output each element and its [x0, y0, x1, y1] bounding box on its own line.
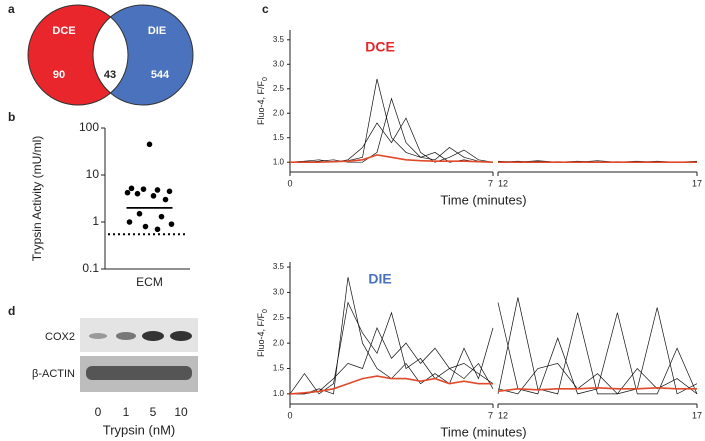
- y-tick-label: 3.0: [273, 288, 285, 297]
- x-tick-label: 12: [498, 410, 508, 420]
- x-tick-label: 17: [692, 410, 702, 420]
- blot-band: [86, 366, 192, 380]
- trace: [290, 154, 494, 163]
- y-tick-label: 2.0: [273, 108, 285, 117]
- point: [154, 187, 161, 193]
- point: [134, 190, 141, 197]
- x-tick-label: 0: [287, 410, 292, 420]
- venn-count: 90: [53, 69, 65, 81]
- y-tick-label: 0.1: [82, 261, 99, 275]
- point: [166, 188, 173, 195]
- venn-count: 544: [151, 69, 170, 81]
- y-axis-label-sub: 0: [262, 309, 269, 313]
- venn-overlap: [92, 16, 129, 94]
- y-axis-label-sub: 0: [262, 77, 269, 81]
- x-axis-label: Time (minutes): [440, 424, 526, 439]
- y-tick-label: 2.5: [273, 313, 285, 322]
- blot-band: [142, 331, 164, 341]
- point: [162, 196, 169, 203]
- trace: [497, 386, 697, 393]
- venn-label: DIE: [148, 25, 166, 37]
- venn-label: DCE: [52, 25, 75, 37]
- x-tick-label: ECM: [136, 275, 163, 289]
- y-tick-label: 1.5: [273, 133, 285, 142]
- x-tick-label: 7: [488, 410, 493, 420]
- venn-count: 43: [104, 69, 116, 81]
- point: [140, 186, 147, 192]
- lane-label: 0: [95, 405, 102, 419]
- point: [168, 221, 175, 227]
- trace: [497, 363, 698, 395]
- lane-label: 10: [174, 405, 188, 419]
- y-tick-label: 1: [92, 214, 99, 228]
- panel-label: c: [262, 2, 269, 16]
- chart-title: DIE: [368, 271, 391, 287]
- point: [128, 185, 135, 192]
- trace: [290, 277, 494, 395]
- blot-band: [170, 331, 192, 341]
- point: [124, 189, 131, 196]
- trace: [497, 302, 698, 395]
- panel-label: b: [8, 110, 15, 124]
- lane-label: 5: [150, 405, 157, 419]
- panel-label: a: [8, 2, 15, 16]
- y-tick-label: 2.0: [273, 338, 285, 347]
- y-axis-label: Fluo-4, F/F0: [256, 309, 268, 357]
- y-axis-label-text: Fluo-4, F/F: [256, 312, 266, 357]
- trace: [289, 78, 494, 163]
- x-tick-label: 17: [692, 178, 702, 188]
- blot-x-label: Trypsin (nM): [103, 422, 175, 437]
- point: [136, 210, 143, 217]
- y-axis-label-text: Fluo-4, F/F: [256, 80, 266, 125]
- trace: [289, 117, 494, 163]
- chart-title: DCE: [365, 39, 395, 55]
- panel-label: d: [8, 304, 15, 318]
- trace: [290, 326, 494, 395]
- trace: [289, 301, 494, 395]
- blot-band: [89, 333, 107, 339]
- trace: [497, 297, 698, 395]
- point: [126, 219, 133, 225]
- trace: [289, 375, 493, 395]
- y-axis-label: Fluo-4, F/F0: [256, 77, 268, 125]
- y-tick-label: 10: [86, 167, 100, 181]
- y-tick-label: 3.5: [273, 35, 285, 44]
- x-tick-label: 12: [498, 178, 508, 188]
- y-tick-label: 1.5: [273, 364, 285, 373]
- y-tick-label: 1.0: [273, 157, 285, 166]
- point: [150, 193, 157, 199]
- blot-row-label: β-ACTIN: [32, 368, 75, 380]
- y-axis-label: Trypsin Activity (mU/ml): [30, 136, 44, 262]
- blot-row-label: COX2: [45, 331, 75, 343]
- point: [142, 223, 149, 230]
- lane-label: 1: [123, 405, 130, 419]
- y-tick-label: 100: [79, 120, 99, 134]
- point: [154, 226, 161, 233]
- x-axis-label: Time (minutes): [440, 192, 526, 207]
- x-tick-label: 7: [488, 178, 493, 188]
- y-tick-label: 2.5: [273, 84, 285, 93]
- trace: [290, 97, 493, 163]
- point: [158, 213, 165, 220]
- x-tick-label: 0: [287, 178, 292, 188]
- y-tick-label: 3.0: [273, 59, 285, 68]
- point: [146, 141, 153, 148]
- y-tick-label: 1.0: [273, 389, 285, 398]
- y-tick-label: 3.5: [273, 262, 285, 271]
- blot-band: [116, 332, 136, 340]
